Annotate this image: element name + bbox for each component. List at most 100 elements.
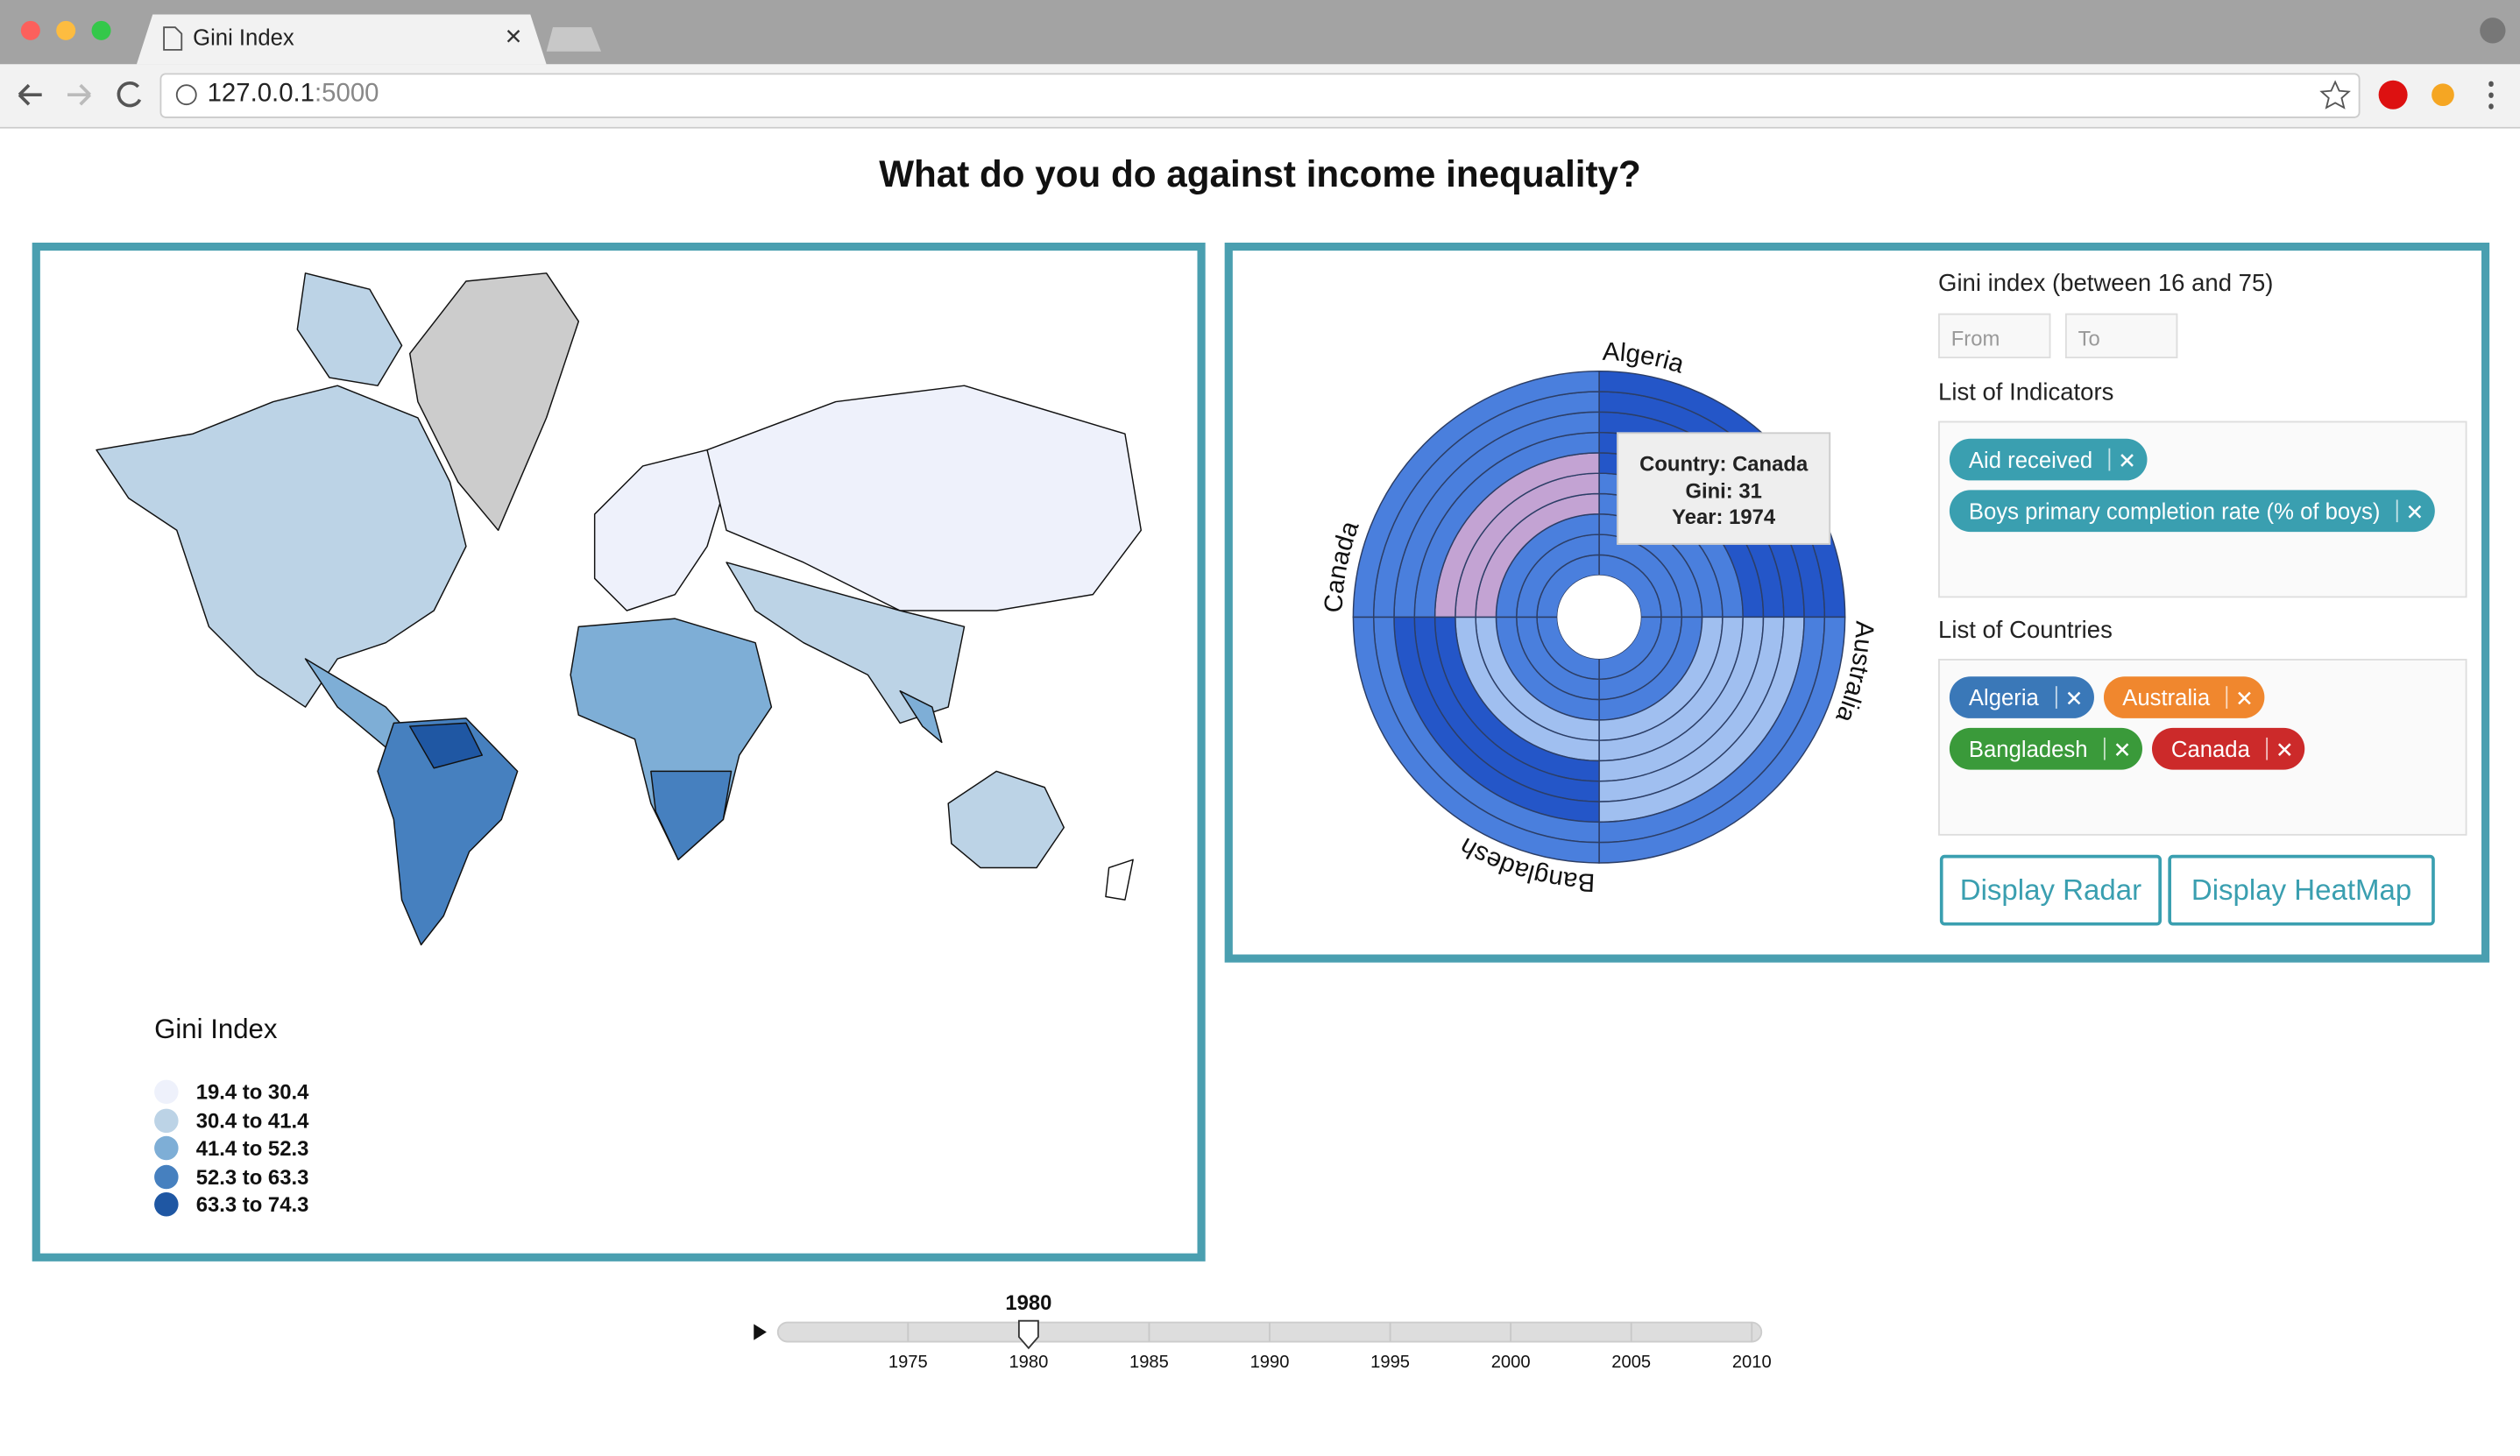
southern-africa[interactable]: [650, 770, 733, 861]
world-map: [96, 272, 1143, 946]
maximize-window[interactable]: [91, 20, 111, 40]
greenland[interactable]: [408, 272, 580, 532]
slider-tick-label: 1990: [1250, 1353, 1290, 1372]
legend-label: 19.4 to 30.4: [195, 1080, 309, 1105]
legend-label: 63.3 to 74.3: [195, 1192, 309, 1217]
europe[interactable]: [593, 449, 727, 611]
country-tag[interactable]: Algeria: [1949, 676, 2094, 718]
remove-icon: [2115, 742, 2129, 756]
play-button[interactable]: [754, 1324, 767, 1340]
indicators-select[interactable]: Aid received Boys primary completion rate…: [1938, 421, 2467, 598]
map-panel: [32, 242, 1206, 1262]
active-tab[interactable]: [136, 14, 547, 65]
minimize-window[interactable]: [56, 20, 76, 40]
southeast-asia[interactable]: [899, 689, 943, 744]
info-icon[interactable]: [175, 84, 197, 106]
indicator-tag[interactable]: Aid received: [1949, 438, 2148, 481]
tag-separator: [2266, 737, 2269, 760]
country-tag[interactable]: Canada: [2151, 727, 2305, 770]
forward-button[interactable]: [67, 83, 92, 106]
slider-tick-label: 1985: [1129, 1353, 1169, 1372]
south-asia[interactable]: [726, 562, 966, 724]
tag-separator: [2055, 686, 2057, 709]
slider-handle[interactable]: [1017, 1319, 1039, 1350]
indicators-label: List of Indicators: [1938, 378, 2114, 407]
address-bar[interactable]: [159, 73, 2361, 118]
south-america[interactable]: [377, 717, 519, 946]
legend-swatch: [154, 1192, 179, 1217]
url-port: :5000: [315, 80, 379, 108]
adblock-icon[interactable]: [2378, 80, 2408, 110]
tooltip-line: Year: 1974: [1672, 504, 1776, 529]
slider-tick-label: 1980: [1009, 1353, 1048, 1372]
countries-select[interactable]: Algeria Australia Bangladesh Canada: [1938, 659, 2467, 836]
remove-icon: [2408, 504, 2422, 518]
remove-icon: [2238, 690, 2251, 704]
tag-separator: [2108, 448, 2111, 471]
tag-label: Australia: [2122, 684, 2211, 710]
tag-row: Boys primary completion rate (% of boys): [1940, 484, 2466, 535]
profile-icon[interactable]: [2480, 18, 2506, 44]
indicator-tag[interactable]: Boys primary completion rate (% of boys): [1949, 490, 2435, 533]
legend-title: Gini Index: [154, 1014, 278, 1045]
display-heatmap-button[interactable]: Display HeatMap: [2168, 854, 2435, 926]
from-input[interactable]: From: [1938, 313, 2051, 359]
tag-label: Aid received: [1968, 446, 2093, 473]
south-america-north[interactable]: [408, 722, 483, 769]
remove-icon: [2277, 742, 2291, 756]
legend-label: 30.4 to 41.4: [195, 1108, 309, 1133]
slider-tick-label: 2010: [1732, 1353, 1772, 1372]
australia[interactable]: [947, 770, 1065, 869]
center-hole: [1557, 575, 1641, 660]
remove-icon: [2066, 690, 2080, 704]
reload-button[interactable]: [117, 81, 142, 108]
remove-tag[interactable]: [2277, 741, 2292, 756]
country-tag[interactable]: Australia: [2103, 676, 2265, 718]
year-slider: 1975 1980 1985 1990 1995 2000 2005 2010 1980: [754, 1291, 1772, 1372]
tag-separator: [2103, 737, 2106, 760]
tooltip-line: Country: Canada: [1639, 451, 1809, 476]
legend-label: 41.4 to 52.3: [195, 1136, 309, 1161]
heat-cell[interactable]: [1352, 370, 1600, 618]
north-america[interactable]: [96, 385, 467, 708]
to-input[interactable]: To: [2064, 313, 2178, 359]
new-zealand[interactable]: [1105, 859, 1134, 901]
legend-swatch: [154, 1136, 179, 1161]
extension-icon[interactable]: [2432, 83, 2454, 107]
new-tab[interactable]: [546, 27, 601, 52]
tag-label: Algeria: [1968, 684, 2039, 710]
legend-item: 19.4 to 30.4: [154, 1078, 308, 1106]
legend-swatch: [154, 1080, 179, 1105]
tag-label: Canada: [2170, 736, 2250, 762]
gini-label: Gini index (between 16 and 75): [1938, 270, 2274, 298]
legend-label: 52.3 to 63.3: [195, 1164, 309, 1189]
legend-item: 30.4 to 41.4: [154, 1106, 308, 1134]
tooltip-line: Gini: 31: [1685, 477, 1762, 503]
legend-item: 52.3 to 63.3: [154, 1163, 308, 1191]
country-tag[interactable]: Bangladesh: [1949, 727, 2142, 770]
remove-tag[interactable]: [2408, 504, 2423, 519]
tag-separator: [2226, 686, 2228, 709]
slider-tick-label: 1995: [1370, 1353, 1410, 1372]
tab-title: Gini Index: [193, 24, 294, 50]
remove-tag[interactable]: [2066, 690, 2081, 705]
tag-label: Boys primary completion rate (% of boys): [1968, 498, 2381, 524]
display-radar-button[interactable]: Display Radar: [1939, 854, 2162, 926]
tab-close[interactable]: [506, 30, 520, 43]
legend-item: 63.3 to 74.3: [154, 1191, 308, 1219]
russia-asia[interactable]: [706, 385, 1143, 611]
chart-panel: [1224, 242, 2490, 963]
tag-separator: [2396, 499, 2398, 523]
remove-tag[interactable]: [2237, 690, 2252, 705]
remove-tag[interactable]: [2115, 741, 2130, 756]
tag-row: Algeria Australia: [1940, 670, 2466, 722]
legend-swatch: [154, 1108, 179, 1133]
close-window[interactable]: [20, 20, 40, 40]
tag-label: Bangladesh: [1968, 736, 2088, 762]
bookmark-star[interactable]: [2319, 80, 2351, 110]
page-title: What do you do against income inequality…: [879, 152, 1641, 194]
arctic-islands[interactable]: [296, 272, 403, 386]
remove-tag[interactable]: [2120, 452, 2134, 467]
back-button[interactable]: [18, 83, 42, 106]
